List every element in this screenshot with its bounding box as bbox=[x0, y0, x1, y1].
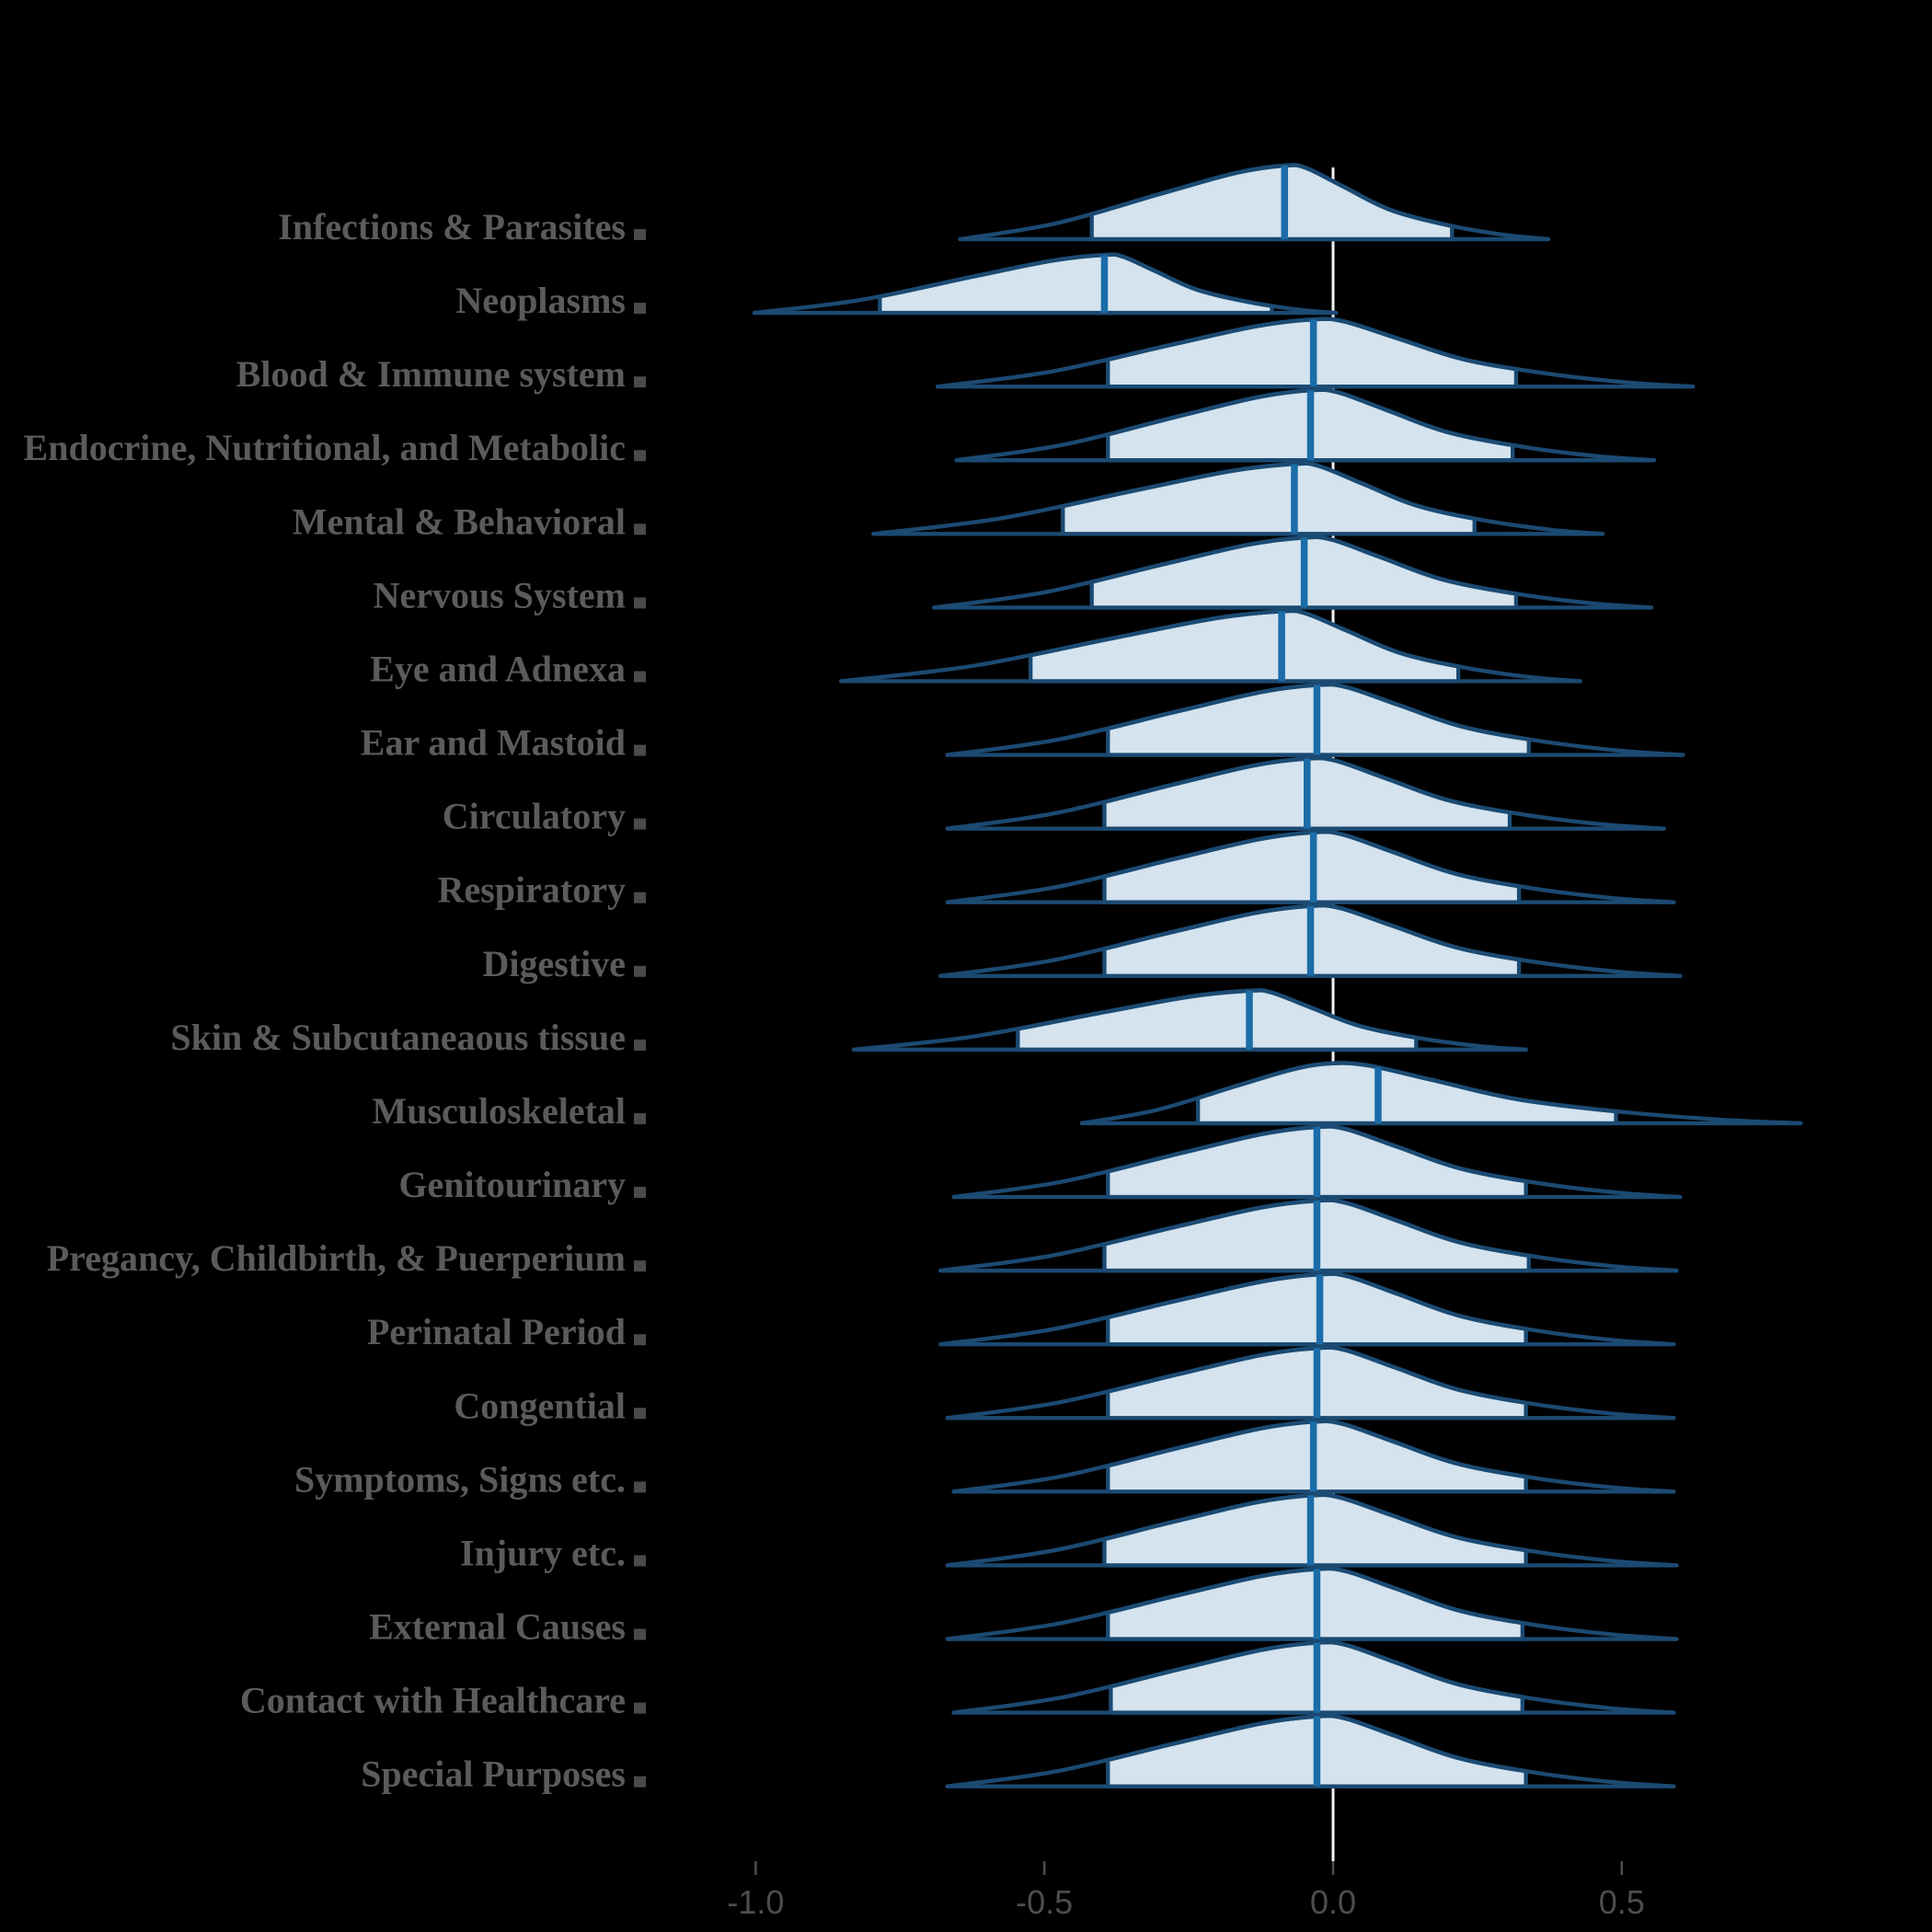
svg-text:Special Purposes: Special Purposes bbox=[361, 1754, 626, 1795]
svg-text:Neoplasms: Neoplasms bbox=[456, 280, 626, 321]
svg-text:Infections & Parasites: Infections & Parasites bbox=[278, 206, 626, 247]
svg-text:Eye and Adnexa: Eye and Adnexa bbox=[370, 649, 626, 690]
svg-text:0.0: 0.0 bbox=[1310, 1883, 1356, 1921]
svg-text:-0.5: -0.5 bbox=[1016, 1883, 1073, 1921]
svg-text:Pregancy, Childbirth, & Puerpe: Pregancy, Childbirth, & Puerperium bbox=[47, 1237, 626, 1279]
svg-text:External Causes: External Causes bbox=[369, 1606, 626, 1648]
svg-text:Respiratory: Respiratory bbox=[438, 869, 626, 911]
svg-text:Skin & Subcutaneaous tissue: Skin & Subcutaneaous tissue bbox=[170, 1017, 626, 1058]
svg-text:Genitourinary: Genitourinary bbox=[398, 1164, 626, 1205]
svg-text:-1.0: -1.0 bbox=[727, 1883, 784, 1921]
svg-text:Contact with Healthcare: Contact with Healthcare bbox=[240, 1680, 626, 1721]
svg-text:Blood & Immune system: Blood & Immune system bbox=[236, 353, 626, 395]
svg-text:Nervous System: Nervous System bbox=[374, 574, 626, 615]
svg-text:Injury etc.: Injury etc. bbox=[460, 1532, 626, 1573]
svg-text:Musculoskeletal: Musculoskeletal bbox=[372, 1090, 626, 1132]
svg-text:Perinatal Period: Perinatal Period bbox=[367, 1311, 626, 1352]
svg-text:Endocrine, Nutritional, and Me: Endocrine, Nutritional, and Metabolic bbox=[24, 427, 626, 468]
svg-text:Circulatory: Circulatory bbox=[443, 796, 626, 837]
svg-text:Digestive: Digestive bbox=[482, 943, 626, 984]
svg-text:Ear and Mastoid: Ear and Mastoid bbox=[361, 722, 626, 764]
svg-text:Mental & Behavioral: Mental & Behavioral bbox=[293, 500, 626, 542]
svg-text:0.5: 0.5 bbox=[1599, 1883, 1645, 1921]
svg-text:Congential: Congential bbox=[454, 1385, 626, 1426]
svg-text:Symptoms, Signs etc.: Symptoms, Signs etc. bbox=[294, 1458, 626, 1500]
